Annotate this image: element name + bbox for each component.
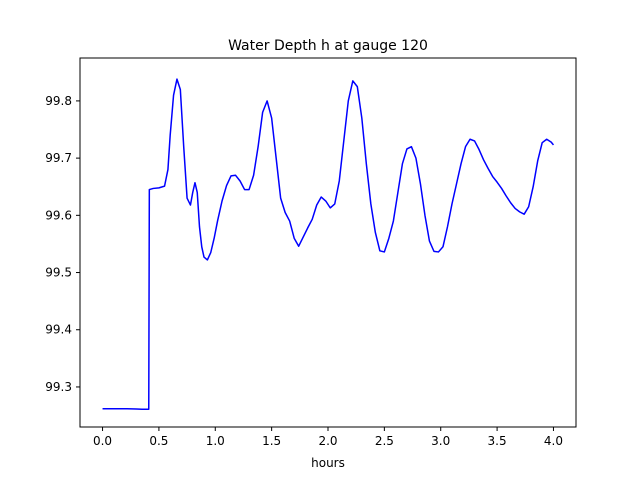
y-tick-label: 99.6 bbox=[45, 208, 72, 222]
x-tick-label: 1.0 bbox=[206, 434, 225, 448]
y-tick-label: 99.4 bbox=[45, 323, 72, 337]
x-tick-label: 2.5 bbox=[375, 434, 394, 448]
x-tick-label: 2.0 bbox=[318, 434, 337, 448]
x-tick-label: 0.5 bbox=[149, 434, 168, 448]
y-axis: 99.3 99.4 99.5 99.6 99.7 99.8 bbox=[45, 94, 80, 394]
x-tick-label: 3.0 bbox=[431, 434, 450, 448]
plot-background bbox=[80, 58, 576, 427]
chart-title: Water Depth h at gauge 120 bbox=[228, 38, 428, 54]
x-tick-label: 4.0 bbox=[544, 434, 563, 448]
x-axis-label: hours bbox=[311, 456, 345, 470]
series-layer bbox=[102, 78, 555, 411]
plot-area bbox=[79, 57, 577, 428]
y-tick-label: 99.8 bbox=[45, 94, 72, 108]
y-tick-label: 99.5 bbox=[45, 266, 72, 280]
x-tick-label: 0.0 bbox=[93, 434, 112, 448]
x-tick-label: 1.5 bbox=[262, 434, 281, 448]
x-tick-label: 3.5 bbox=[488, 434, 507, 448]
y-tick-label: 99.3 bbox=[45, 380, 72, 394]
series-line-0 bbox=[102, 78, 555, 411]
x-axis: 0.0 0.5 1.0 1.5 2.0 2.5 3.0 3.5 4.0 bbox=[93, 427, 563, 448]
y-tick-label: 99.7 bbox=[45, 151, 72, 165]
